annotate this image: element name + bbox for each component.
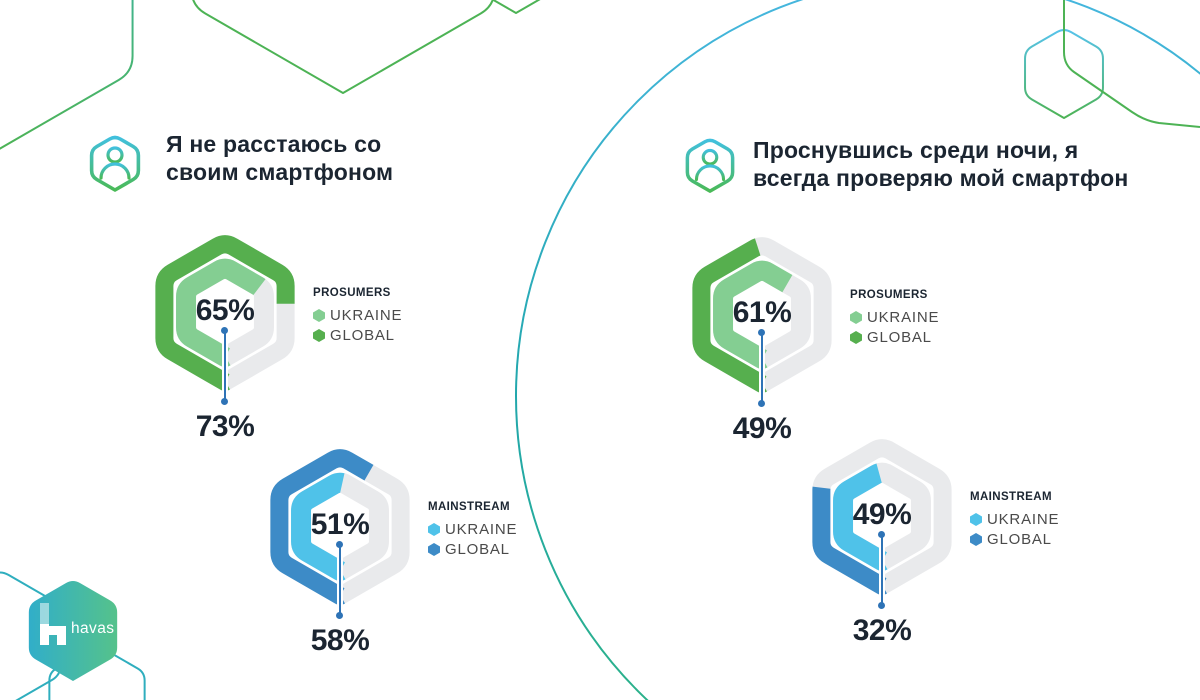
legend: MAINSTREAM UKRAINE GLOBAL — [970, 491, 1110, 548]
hexagon-bullet — [428, 523, 440, 536]
legend: PROSUMERS UKRAINE GLOBAL — [313, 287, 453, 344]
donut-chart-right-prosumers: 61% 49% PROSUMERS UKRAINE GLOBAL — [677, 229, 997, 474]
inner-ring-ukraine — [713, 260, 811, 369]
callout-value: 73% — [195, 410, 255, 443]
legend-title: MAINSTREAM — [428, 501, 510, 513]
hexagon-bullet — [970, 513, 982, 526]
statement-right-line1: Проснувшись среди ночи, я — [753, 137, 1079, 163]
legend-item-global: GLOBAL — [313, 327, 453, 344]
legend-item-ukraine: UKRAINE — [850, 309, 990, 326]
outer-ring-global — [155, 235, 295, 391]
deco-curve-top-right — [1063, 0, 1200, 128]
legend-item-ukraine: UKRAINE — [313, 307, 453, 324]
outer-ring-global — [812, 439, 952, 595]
legend-item-global: GLOBAL — [428, 541, 568, 558]
person-hexagon-icon — [89, 135, 141, 192]
legend: MAINSTREAM UKRAINE GLOBAL — [428, 501, 568, 558]
legend-title: PROSUMERS — [313, 287, 391, 299]
statement-left-line2: своим смартфоном — [166, 159, 394, 186]
hexagon-bullet — [313, 329, 325, 342]
callout-dot — [758, 329, 765, 336]
callout-line — [337, 544, 343, 616]
havas-h-glyph — [40, 603, 66, 645]
inner-ring-ukraine — [291, 472, 389, 581]
callout-dot — [336, 541, 343, 548]
callout-dot — [221, 327, 228, 334]
person-shoulders — [99, 162, 131, 180]
statement-right-line2: всегда проверяю мой смартфон — [753, 165, 1129, 192]
legend-title: PROSUMERS — [850, 289, 928, 301]
callout-dot — [336, 612, 343, 619]
hexagon-bullet — [970, 533, 982, 546]
hexagon-bullet — [428, 543, 440, 556]
statement-left-line1: Я не расстаюсь со — [166, 131, 382, 157]
hex-donut — [692, 237, 832, 393]
donut-chart-right-mainstream: 49% 32% MAINSTREAM UKRAINE GLOBAL — [797, 431, 1117, 676]
center-value: 65% — [195, 294, 255, 327]
person-hexagon-icon — [685, 138, 735, 193]
legend-item-global: GLOBAL — [970, 531, 1110, 548]
hexagon-bullet — [850, 311, 862, 324]
callout-value: 49% — [732, 412, 792, 445]
deco-hexagon-top-left — [0, 0, 134, 150]
callout-line — [222, 330, 228, 402]
hexagon-bullet — [850, 331, 862, 344]
legend-item-global: GLOBAL — [850, 329, 990, 346]
center-value: 51% — [310, 508, 370, 541]
callout-dot — [758, 400, 765, 407]
person-shoulders — [694, 164, 726, 182]
hex-donut — [155, 235, 295, 391]
callout-line — [879, 534, 885, 606]
callout-dot — [878, 531, 885, 538]
hex-donut — [270, 449, 410, 605]
person-head — [701, 148, 719, 166]
callout-value: 58% — [310, 624, 370, 657]
havas-wordmark: havas — [71, 620, 115, 637]
havas-logo-hexagon — [28, 581, 118, 681]
legend-item-ukraine: UKRAINE — [428, 521, 568, 538]
statement-right: Проснувшись среди ночи, я всегда проверя… — [753, 136, 1128, 193]
legend-item-ukraine: UKRAINE — [970, 511, 1110, 528]
legend: PROSUMERS UKRAINE GLOBAL — [850, 289, 990, 346]
outer-ring-global — [270, 449, 410, 605]
callout-dot — [221, 398, 228, 405]
callout-value: 32% — [852, 614, 912, 647]
center-value: 49% — [852, 498, 912, 531]
legend-title: MAINSTREAM — [970, 491, 1052, 503]
center-value: 61% — [732, 296, 792, 329]
outer-ring-global — [692, 237, 832, 393]
donut-chart-left-mainstream: 51% 58% MAINSTREAM UKRAINE GLOBAL — [255, 441, 575, 686]
inner-ring-ukraine — [833, 462, 931, 571]
havas-logo — [28, 581, 118, 681]
inner-ring-ukraine — [176, 258, 274, 367]
person-head — [106, 146, 124, 164]
hexagon-bullet — [313, 309, 325, 322]
callout-dot — [878, 602, 885, 609]
callout-line — [759, 332, 765, 404]
statement-left: Я не расстаюсь со своим смартфоном — [166, 130, 393, 187]
hex-donut — [812, 439, 952, 595]
donut-chart-left-prosumers: 65% 73% PROSUMERS UKRAINE GLOBAL — [140, 227, 460, 472]
deco-circle — [515, 0, 1200, 700]
